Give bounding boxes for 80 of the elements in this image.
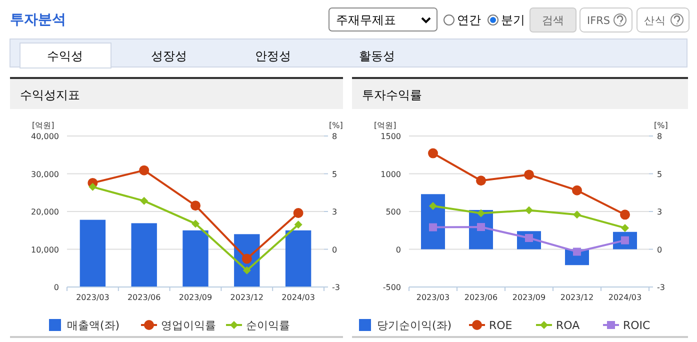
y-tick-label: 30,000: [31, 170, 59, 179]
point: [525, 206, 533, 214]
x-tick-label: 2023/03: [76, 293, 110, 302]
y2-tick-label: 0: [657, 245, 662, 254]
y2-tick-label: -3: [332, 283, 340, 292]
point: [428, 148, 438, 158]
y-tick-label: 20,000: [31, 208, 59, 216]
y2-tick-label: 5: [332, 170, 338, 179]
y2-tick-label: 5: [657, 170, 662, 179]
legend-label: 매출액(좌): [67, 319, 120, 332]
y-tick-label: 0: [396, 245, 401, 254]
point: [573, 248, 581, 256]
chart-title: 수익성지표: [20, 88, 80, 102]
y2-axis-title: [%]: [329, 121, 343, 130]
y-tick-label: 0: [54, 283, 59, 292]
point: [476, 176, 486, 186]
bar: [80, 220, 106, 287]
y2-tick-label: 8: [332, 132, 338, 141]
text: IFRS: [587, 15, 610, 27]
bar: [182, 230, 208, 287]
point: [293, 208, 304, 218]
point: [477, 209, 485, 218]
bar: [131, 223, 157, 287]
point: [242, 254, 252, 264]
y2-tick-label: 0: [332, 245, 338, 254]
text: 검색: [542, 14, 564, 27]
y-axis-title: [억원]: [32, 121, 54, 130]
y-tick-label: 10,000: [31, 245, 59, 254]
legend-label: ROE: [489, 319, 512, 332]
x-tick-label: 2023/09: [512, 293, 546, 302]
y-tick-label: 500: [386, 208, 401, 216]
y2-axis-title: [%]: [654, 121, 668, 130]
x-tick-label: 2023/09: [178, 293, 212, 302]
y2-tick-label: -3: [657, 283, 665, 292]
text: 연간: [457, 13, 481, 27]
x-tick-label: 2024/03: [282, 293, 315, 302]
point: [88, 182, 97, 191]
point: [477, 223, 485, 232]
y-axis-title: [억원]: [374, 121, 396, 130]
legend-label: 당기순이익(좌): [377, 319, 452, 332]
text: 성장성: [151, 49, 187, 63]
text: 수익성: [47, 49, 83, 63]
point: [429, 223, 437, 232]
text: 투자분석: [10, 12, 66, 28]
y-tick-label: 1500: [380, 132, 401, 141]
x-tick-label: 2024/03: [608, 293, 642, 302]
point: [140, 196, 148, 205]
text: 활동성: [359, 49, 395, 63]
legend-label: 순이익률: [246, 319, 290, 332]
point: [192, 220, 200, 228]
legend-label: 영업이익률: [161, 319, 216, 332]
text: 산식: [644, 15, 666, 27]
y2-tick-label: 3: [332, 208, 338, 216]
x-tick-label: 2023/06: [127, 293, 161, 302]
y2-tick-label: 8: [657, 132, 662, 141]
point: [572, 185, 582, 196]
legend-label: ROIC: [623, 319, 651, 332]
text: 분기: [501, 13, 525, 27]
point: [242, 266, 251, 274]
point: [190, 200, 200, 211]
bar: [285, 230, 312, 287]
legend-label: ROA: [556, 319, 580, 332]
text: 주재무제표: [336, 13, 396, 27]
chart-title: 투자수익률: [362, 88, 422, 102]
x-tick-label: 2023/12: [230, 293, 264, 302]
x-tick-label: 2023/03: [416, 293, 450, 302]
point: [524, 170, 534, 180]
text: 안정성: [255, 49, 291, 63]
point: [620, 210, 630, 220]
x-tick-label: 2023/06: [464, 293, 498, 302]
y-tick-label: 40,000: [31, 132, 59, 141]
point: [621, 224, 629, 232]
point: [139, 165, 150, 176]
point: [573, 210, 581, 219]
point: [429, 202, 437, 210]
x-tick-label: 2023/12: [560, 293, 594, 302]
point: [294, 220, 302, 229]
y-tick-label: 1000: [380, 170, 401, 179]
y2-tick-label: 3: [657, 208, 662, 216]
y-tick-label: -500: [382, 283, 401, 292]
